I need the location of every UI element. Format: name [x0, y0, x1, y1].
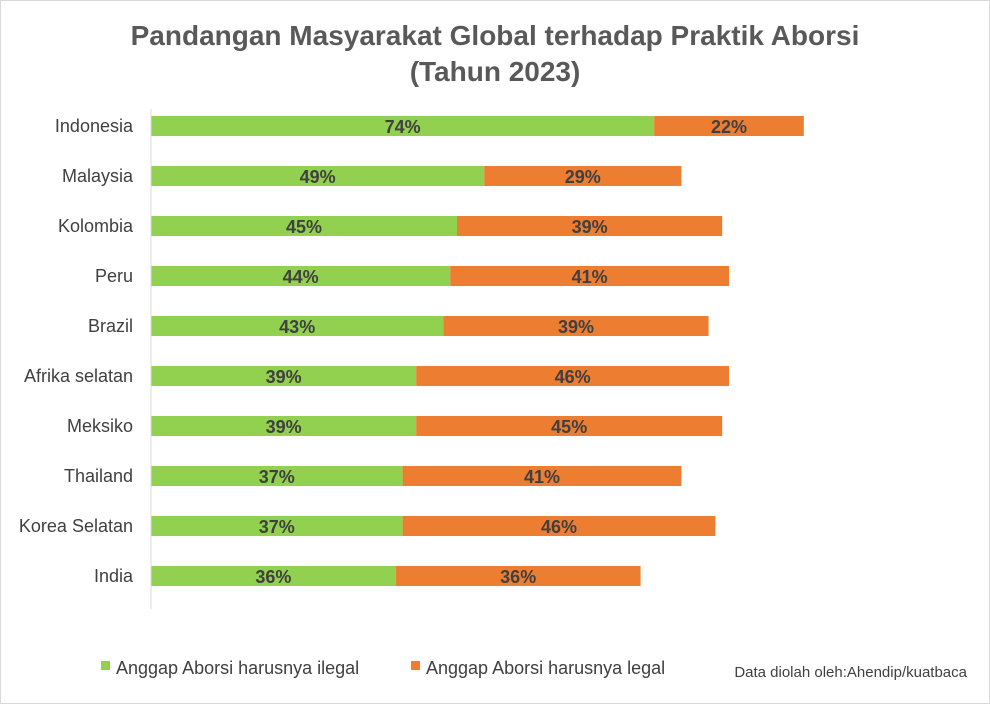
category-label-kolombia: Kolombia — [58, 216, 134, 236]
legend: Anggap Aborsi harusnya ilegal Anggap Abo… — [101, 658, 665, 678]
data-label-legal-india: 36% — [500, 567, 536, 587]
bar-ilegal-malaysia — [151, 166, 485, 186]
bar-ilegal-brazil — [151, 316, 444, 336]
data-label-ilegal-malaysia: 49% — [300, 167, 336, 187]
category-label-afrika-selatan: Afrika selatan — [24, 366, 133, 386]
bar-legal-brazil — [443, 316, 709, 336]
bar-legal-indonesia — [654, 116, 804, 136]
bar-legal-peru — [450, 266, 729, 286]
legend-swatch-ilegal — [101, 661, 110, 670]
data-label-ilegal-korea-selatan: 37% — [259, 517, 295, 537]
data-label-ilegal-brazil: 43% — [279, 317, 315, 337]
data-label-legal-korea-selatan: 46% — [541, 517, 577, 537]
category-label-brazil: Brazil — [88, 316, 133, 336]
data-label-legal-malaysia: 29% — [565, 167, 601, 187]
bar-legal-afrika-selatan — [416, 366, 729, 386]
bar-legal-india — [395, 566, 641, 586]
bar-ilegal-korea-selatan — [151, 516, 403, 536]
bar-ilegal-india — [151, 566, 396, 586]
category-label-korea-selatan: Korea Selatan — [19, 516, 133, 536]
data-label-ilegal-afrika-selatan: 39% — [266, 367, 302, 387]
data-label-legal-afrika-selatan: 46% — [555, 367, 591, 387]
bar-legal-meksiko — [416, 416, 723, 436]
chart-title: Pandangan Masyarakat Global terhadap Pra… — [131, 20, 860, 51]
data-label-legal-peru: 41% — [572, 267, 608, 287]
data-label-ilegal-peru: 44% — [283, 267, 319, 287]
bar-legal-korea-selatan — [402, 516, 716, 536]
data-label-legal-meksiko: 45% — [551, 417, 587, 437]
category-label-meksiko: Meksiko — [67, 416, 133, 436]
legend-label-legal: Anggap Aborsi harusnya legal — [426, 658, 665, 678]
data-label-legal-kolombia: 39% — [572, 217, 608, 237]
data-label-ilegal-meksiko: 39% — [266, 417, 302, 437]
data-label-ilegal-kolombia: 45% — [286, 217, 322, 237]
data-label-legal-indonesia: 22% — [711, 117, 747, 137]
bar-ilegal-peru — [151, 266, 451, 286]
category-label-malaysia: Malaysia — [62, 166, 134, 186]
bar-ilegal-afrika-selatan — [151, 366, 417, 386]
legend-label-ilegal: Anggap Aborsi harusnya ilegal — [116, 658, 359, 678]
source-note: Data diolah oleh:Ahendip/kuatbaca — [734, 664, 967, 681]
bar-ilegal-meksiko — [151, 416, 417, 436]
legend-swatch-legal — [411, 661, 420, 670]
bar-ilegal-indonesia — [151, 116, 655, 136]
bar-legal-thailand — [402, 466, 682, 486]
category-label-thailand: Thailand — [64, 466, 133, 486]
chart-subtitle: (Tahun 2023) — [410, 56, 581, 87]
data-label-ilegal-indonesia: 74% — [385, 117, 421, 137]
bar-legal-kolombia — [457, 216, 723, 236]
category-label-indonesia: Indonesia — [55, 116, 134, 136]
data-label-legal-thailand: 41% — [524, 467, 560, 487]
plot-area: Indonesia 74% 22% Malaysia 49% 29% Kolombia 45%… — [19, 116, 804, 587]
category-label-india: India — [94, 566, 134, 586]
data-label-legal-brazil: 39% — [558, 317, 594, 337]
data-label-ilegal-india: 36% — [255, 567, 291, 587]
bar-legal-malaysia — [484, 166, 682, 186]
bar-ilegal-kolombia — [151, 216, 457, 236]
bar-ilegal-thailand — [151, 466, 403, 486]
data-label-ilegal-thailand: 37% — [259, 467, 295, 487]
category-label-peru: Peru — [95, 266, 133, 286]
